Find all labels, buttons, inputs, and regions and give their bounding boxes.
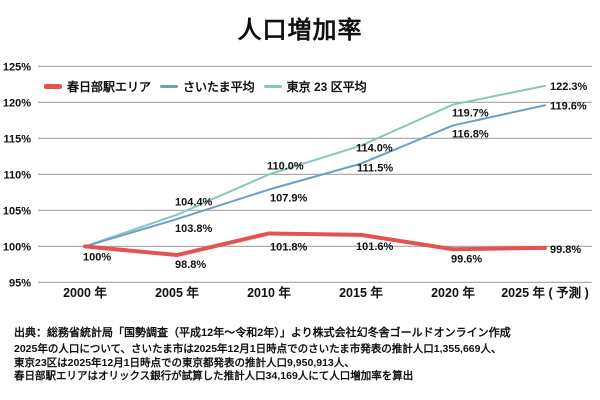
data-point-label: 111.5%: [357, 163, 393, 175]
x-axis-tick-label: 2000 年: [63, 285, 107, 300]
y-axis-tick-label: 100%: [3, 241, 31, 253]
data-point-label: 101.8%: [270, 241, 308, 253]
footnote-line-1: 2025年の人口について、さいたま市は2025年12月1日時点でのさいたま市発表…: [14, 343, 502, 355]
x-axis-tick-label: 2005 年: [155, 285, 199, 300]
source-attribution: 出典：総務省統計局「国勢調査（平成12年～令和2年）」より株式会社幻冬舎ゴールド…: [14, 327, 511, 339]
x-axis-tick-label: 2025 年 ( 予測 ): [501, 285, 589, 300]
data-point-label: 116.8%: [452, 128, 489, 140]
data-point-label: 100%: [83, 251, 111, 263]
y-axis-tick-label: 110%: [3, 169, 31, 181]
footnote-line-3: 春日部駅エリアはオリックス銀行が試算した推計人口34,169人にて人口増加率を算…: [14, 370, 414, 382]
data-point-label: 103.8%: [175, 223, 213, 235]
chart-legend: 春日部駅エリア さいたま平均 東京 23 区平均: [44, 78, 367, 95]
data-point-label: 119.6%: [550, 100, 587, 112]
series-line: [84, 104, 546, 248]
legend-swatch: [263, 85, 282, 88]
data-point-label: 119.7%: [452, 108, 489, 120]
legend-swatch: [160, 85, 179, 88]
data-point-label: 114.0%: [356, 143, 393, 155]
x-axis-tick-label: 2015 年: [339, 285, 383, 300]
legend-item: 東京 23 区平均: [263, 78, 367, 95]
data-point-label: 99.8%: [550, 244, 581, 256]
data-point-label: 122.3%: [550, 81, 588, 93]
footnote-block: 2025年の人口について、さいたま市は2025年12月1日時点でのさいたま市発表…: [14, 343, 594, 384]
data-point-label: 104.4%: [175, 197, 213, 209]
legend-label: 春日部駅エリア: [67, 80, 152, 94]
data-point-label: 110.0%: [267, 160, 304, 172]
x-axis-tick-label: 2020 年: [431, 285, 475, 300]
data-point-label: 98.8%: [175, 259, 206, 271]
footnote-line-2: 東京23区は2025年12月1日時点での東京都発表の推計人口9,950,913人…: [14, 356, 355, 369]
y-axis-tick-label: 95%: [9, 277, 31, 289]
y-axis-tick-label: 120%: [3, 97, 31, 109]
chart-title: 人口増加率: [237, 17, 363, 44]
y-axis-tick-label: 105%: [3, 205, 31, 217]
series-line: [84, 84, 546, 248]
series-line: [83, 231, 547, 258]
legend-item: さいたま平均: [160, 78, 255, 95]
legend-label: 東京 23 区平均: [286, 80, 367, 94]
legend-item: 春日部駅エリア: [44, 78, 151, 95]
y-axis-tick-label: 125%: [3, 61, 31, 73]
line-chart-canvas: 95% 100% 105% 110% 115% 120% 125% 2000 年 2005 年 2…: [3, 61, 592, 300]
x-axis-tick-label: 2010 年: [247, 285, 291, 300]
y-axis-tick-label: 115%: [3, 133, 31, 145]
data-point-label: 99.6%: [451, 253, 482, 265]
data-point-label: 101.6%: [356, 241, 394, 253]
legend-label: さいたま平均: [183, 80, 255, 94]
data-point-label: 107.9%: [270, 193, 308, 205]
legend-swatch: [44, 84, 62, 89]
